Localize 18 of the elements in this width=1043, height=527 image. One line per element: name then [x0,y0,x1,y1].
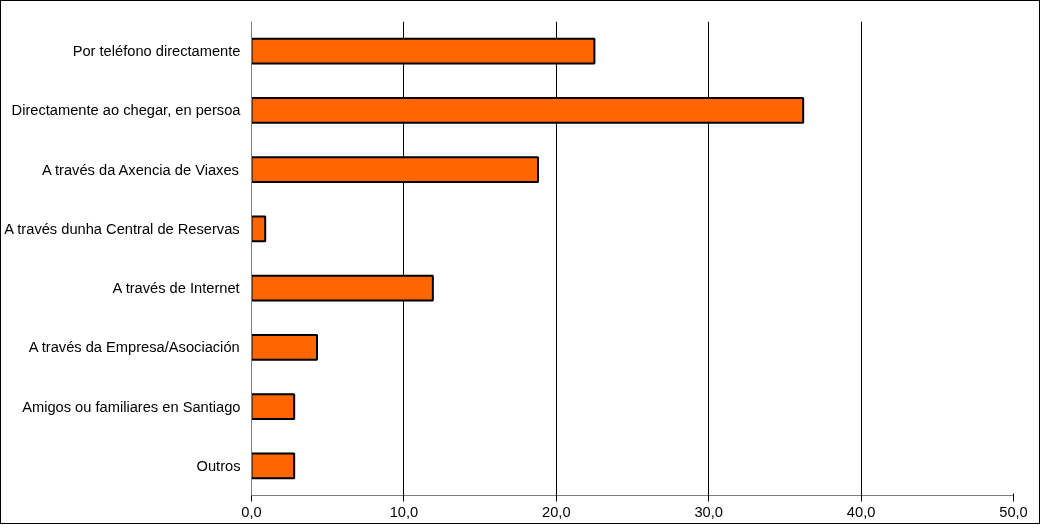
y-tick-label: A través da Empresa/Asociación [28,339,240,356]
y-tick-label: A través dunha Central de Reservas [4,220,240,237]
y-tick-label: Outros [196,457,241,474]
x-tick-label: 10,0 [389,503,419,520]
y-tick-label: Amigos ou familiares en Santiago [22,398,241,415]
x-tick-label: 20,0 [542,503,571,520]
y-tick-label: Directamente ao chegar, en persoa [11,102,242,119]
x-tick-label: 0,0 [241,503,262,520]
y-tick-label: Por teléfono directamente [72,43,241,60]
bar [251,215,267,243]
y-tick-label: A través da Axencia de Viaxes [41,161,239,178]
bar [251,393,296,421]
bar [251,333,319,361]
bar [251,452,296,480]
x-tick-label: 30,0 [694,503,723,520]
x-tick-label: 40,0 [846,503,876,520]
y-tick-label: A través de Internet [112,280,240,297]
x-tick-label: 50,0 [999,503,1028,520]
